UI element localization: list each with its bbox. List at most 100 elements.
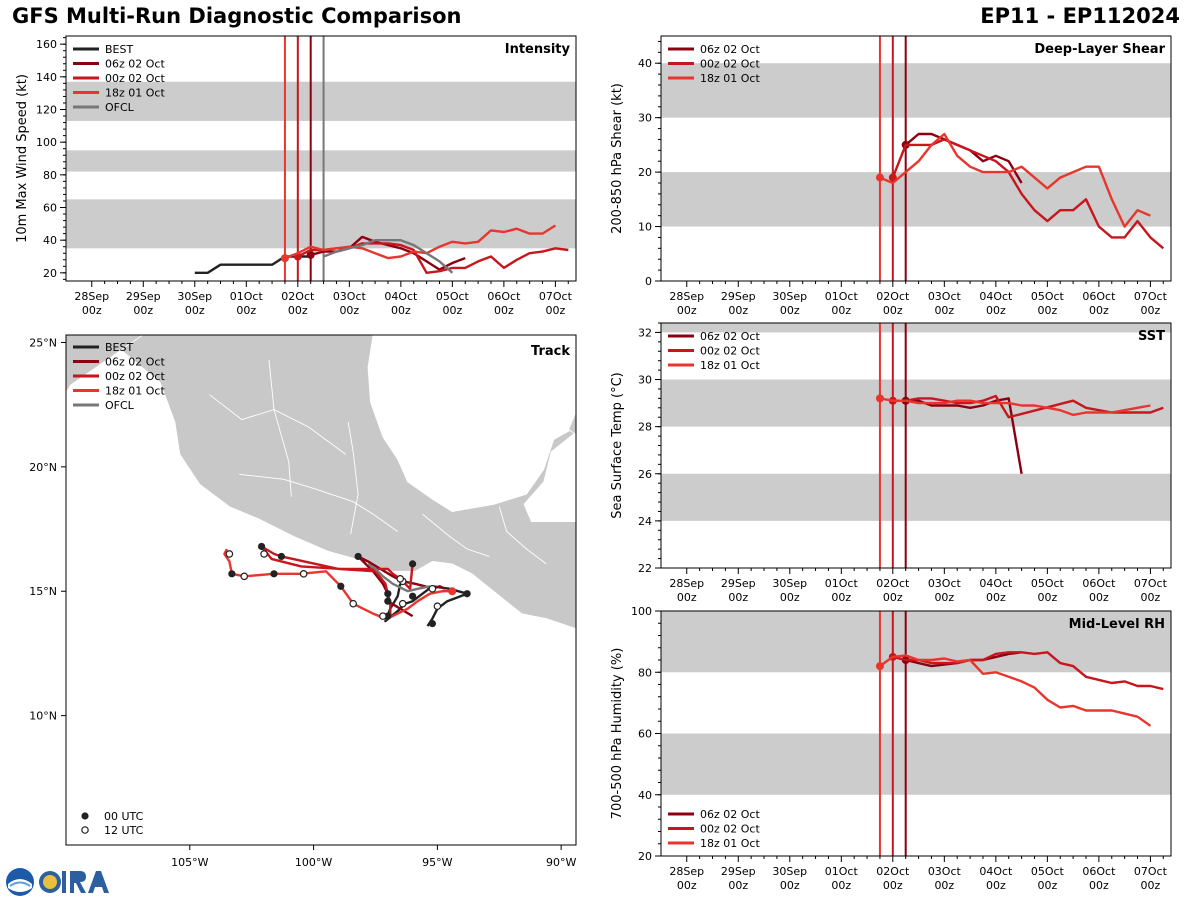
x-tick-day-label: 29Sep	[721, 865, 756, 878]
x-tick-hour-label: 00z	[728, 304, 748, 317]
track-marker-12utc	[299, 570, 308, 578]
x-tick-day-label: 07Oct	[539, 290, 573, 303]
x-tick-day-label: 02Oct	[281, 290, 315, 303]
legend-label-ofcl: OFCL	[105, 101, 135, 114]
series-line-18z-01-oct	[879, 654, 1152, 727]
y-tick-label: 80	[43, 169, 57, 182]
lon-tick-label: 105°W	[171, 856, 208, 869]
x-tick-day-label: 01Oct	[825, 577, 859, 590]
lon-tick-label: 95°W	[422, 856, 452, 869]
x-tick-day-label: 07Oct	[1134, 577, 1168, 590]
series-line-00z-02-oct	[891, 138, 1165, 250]
legend-label-18z-01-oct: 18z 01 Oct	[700, 359, 760, 372]
state-border	[498, 506, 547, 565]
lat-tick-label: 15°N	[29, 585, 57, 598]
x-tick-hour-label: 00z	[288, 304, 308, 317]
lon-tick-label: 100°W	[295, 856, 332, 869]
x-tick-day-label: 05Oct	[1031, 577, 1065, 590]
y-tick-label: 120	[36, 104, 57, 117]
x-tick-hour-label: 00z	[339, 304, 359, 317]
state-border	[268, 359, 292, 497]
series-line-18z-01-oct	[879, 132, 1151, 228]
lat-tick-label: 10°N	[29, 710, 57, 723]
track-marker-00utc	[409, 592, 417, 600]
plot-frame	[65, 35, 577, 282]
lat-tick-label: 25°N	[29, 336, 57, 349]
x-tick-hour-label: 00z	[1089, 304, 1109, 317]
shear-panel: 01020304028Sep00z29Sep00z30Sep00z01Oct00…	[610, 35, 1172, 317]
x-tick-hour-label: 00z	[934, 591, 954, 604]
x-tick-hour-label: 00z	[1141, 879, 1161, 892]
x-tick-hour-label: 00z	[391, 304, 411, 317]
y-tick-label: 26	[638, 468, 652, 481]
x-tick-hour-label: 00z	[986, 304, 1006, 317]
x-tick-hour-label: 00z	[185, 304, 205, 317]
x-tick-day-label: 05Oct	[436, 290, 470, 303]
x-tick-hour-label: 00z	[236, 304, 256, 317]
x-tick-hour-label: 00z	[780, 879, 800, 892]
legend-label-00z-02-oct: 00z 02 Oct	[700, 823, 760, 836]
y-tick-label: 10	[638, 221, 652, 234]
x-tick-hour-label: 00z	[831, 591, 851, 604]
sst-panel: 22242628303228Sep00z29Sep00z30Sep00z01Oc…	[610, 322, 1172, 604]
y-tick-label: 20	[638, 166, 652, 179]
x-tick-hour-label: 00z	[883, 591, 903, 604]
x-tick-day-label: 30Sep	[772, 865, 807, 878]
init-point-18z-01-oct	[875, 662, 884, 671]
state-border	[422, 513, 490, 557]
legend-label-best: BEST	[105, 43, 133, 56]
legend-label-00z-02-oct: 00z 02 Oct	[105, 370, 165, 383]
x-tick-day-label: 04Oct	[979, 865, 1013, 878]
track-init-point	[448, 587, 457, 596]
y-axis-label: Sea Surface Temp (°C)	[610, 372, 625, 519]
x-tick-day-label: 30Sep	[177, 290, 212, 303]
noaa-cira-logos	[6, 868, 109, 896]
intensity-panel: 2040608010012014016028Sep00z29Sep00z30Se…	[15, 35, 577, 317]
shaded-band	[66, 81, 576, 121]
y-axis-label: 200-850 hPa Shear (kt)	[610, 83, 625, 234]
x-tick-hour-label: 00z	[831, 879, 851, 892]
track-marker-12utc	[396, 575, 405, 583]
series-line-00z-02-oct	[892, 651, 1164, 691]
y-tick-label: 40	[638, 789, 652, 802]
y-tick-label: 20	[638, 850, 652, 863]
y-tick-label: 40	[43, 234, 57, 247]
y-axis-label: 700-500 hPa Humidity (%)	[610, 648, 625, 820]
shaded-band	[66, 150, 576, 172]
x-tick-day-label: 28Sep	[669, 865, 704, 878]
x-tick-hour-label: 00z	[780, 591, 800, 604]
y-tick-label: 100	[36, 136, 57, 149]
lat-tick-label: 20°N	[29, 461, 57, 474]
x-tick-hour-label: 00z	[677, 879, 697, 892]
x-tick-day-label: 04Oct	[979, 577, 1013, 590]
panel-title: Track	[531, 344, 570, 359]
y-tick-label: 100	[631, 605, 652, 618]
x-tick-hour-label: 00z	[1141, 591, 1161, 604]
init-point-18z-01-oct	[875, 394, 884, 403]
x-tick-hour-label: 00z	[728, 591, 748, 604]
legend-label-00z-02-oct: 00z 02 Oct	[105, 72, 165, 85]
track-marker-12utc	[225, 550, 234, 558]
page-title: GFS Multi-Run Diagnostic Comparison	[12, 4, 462, 28]
series-line-00z-02-oct	[892, 394, 1164, 419]
legend-marker-12utc	[81, 826, 89, 834]
x-tick-day-label: 29Sep	[721, 577, 756, 590]
x-tick-day-label: 02Oct	[876, 290, 910, 303]
y-tick-label: 80	[638, 666, 652, 679]
track-marker-00utc	[354, 552, 362, 561]
shaded-band	[66, 199, 576, 249]
x-tick-day-label: 28Sep	[669, 290, 704, 303]
track-marker-12utc	[398, 599, 407, 608]
y-tick-label: 30	[638, 374, 652, 387]
legend-label-18z-01-oct: 18z 01 Oct	[700, 72, 760, 85]
legend-label-ofcl: OFCL	[105, 399, 135, 412]
map-frame	[65, 334, 577, 846]
x-tick-hour-label: 00z	[1037, 591, 1057, 604]
y-tick-label: 32	[638, 326, 652, 339]
track-marker-00utc	[463, 590, 471, 598]
state-border	[347, 422, 359, 535]
x-tick-hour-label: 00z	[1037, 304, 1057, 317]
x-tick-hour-label: 00z	[934, 879, 954, 892]
legend-label-06z-02-oct: 06z 02 Oct	[700, 330, 760, 343]
y-tick-label: 22	[638, 562, 652, 575]
